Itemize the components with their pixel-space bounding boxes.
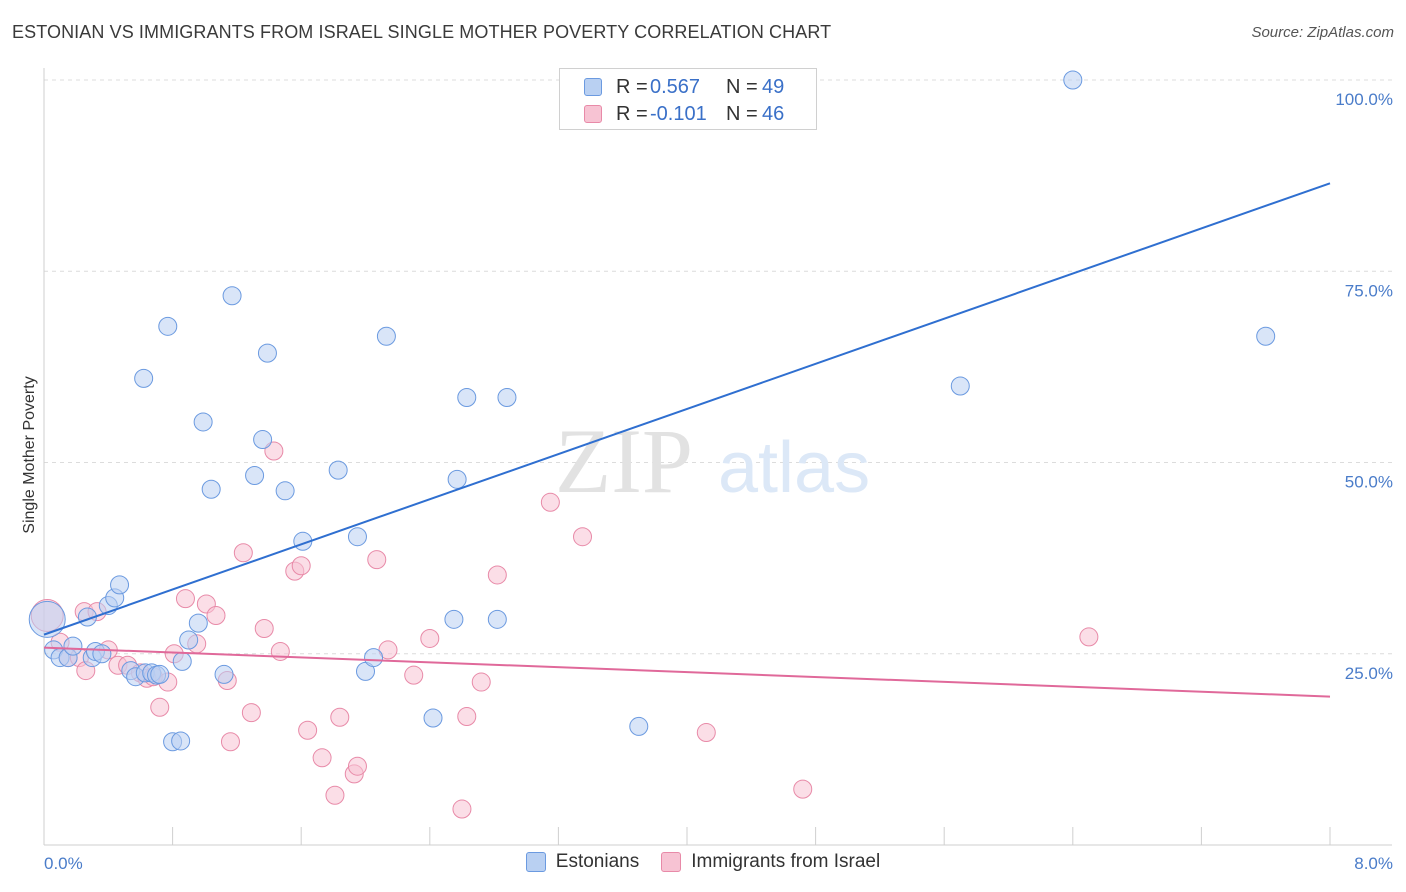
scatter-point bbox=[245, 466, 265, 486]
scatter-point bbox=[487, 609, 507, 629]
scatter-point bbox=[254, 619, 274, 639]
scatter-point bbox=[201, 479, 221, 499]
scatter-point bbox=[253, 430, 273, 450]
scatter-point bbox=[220, 732, 240, 752]
scatter-point bbox=[233, 543, 253, 563]
scatter-point bbox=[63, 636, 83, 656]
scatter-point bbox=[257, 343, 277, 363]
legend-label-estonians: Estonians bbox=[555, 851, 640, 872]
scatter-point bbox=[376, 326, 396, 346]
scatter-point bbox=[1079, 627, 1099, 647]
trend-line-israel bbox=[43, 646, 1331, 698]
scatter-point bbox=[312, 748, 332, 768]
y-tick-label: 25.0% bbox=[1345, 664, 1393, 683]
series-legend: Estonians Immigrants from Israel bbox=[0, 851, 1406, 873]
scatter-point bbox=[540, 492, 560, 512]
legend-r-label: R = bbox=[616, 75, 648, 98]
scatter-point bbox=[696, 723, 716, 743]
legend-r-value: -0.101 bbox=[650, 102, 707, 125]
scatter-point bbox=[298, 720, 318, 740]
scatter-point bbox=[950, 376, 970, 396]
axes bbox=[43, 68, 1392, 846]
scatter-point bbox=[1256, 326, 1276, 346]
scatter-point bbox=[367, 550, 387, 570]
scatter-point bbox=[328, 460, 348, 480]
series-estonians bbox=[28, 70, 1276, 752]
scatter-point bbox=[150, 664, 170, 684]
legend-r-value: 0.567 bbox=[650, 75, 701, 98]
scatter-point bbox=[1063, 70, 1083, 90]
scatter-point bbox=[793, 779, 813, 799]
legend-swatch-blue bbox=[584, 78, 602, 96]
scatter-point bbox=[629, 716, 649, 736]
scatter-point bbox=[150, 697, 170, 717]
scatter-point bbox=[179, 630, 199, 650]
legend-r-label: R = bbox=[616, 102, 648, 125]
scatter-point bbox=[134, 368, 154, 388]
scatter-point bbox=[110, 575, 130, 595]
scatter-point bbox=[444, 609, 464, 629]
scatter-point bbox=[447, 469, 467, 489]
scatter-point bbox=[573, 527, 593, 547]
legend-row-estonians: R = 0.567 N = 49 bbox=[584, 74, 784, 100]
scatter-point bbox=[241, 703, 261, 723]
legend-n-value: 49 bbox=[762, 75, 785, 98]
y-axis-label: Single Mother Poverty bbox=[21, 376, 38, 533]
x-tick-label: 0.0% bbox=[44, 854, 83, 873]
scatter-point bbox=[423, 708, 443, 728]
legend-item-estonians: Estonians bbox=[525, 851, 640, 873]
scatter-point bbox=[172, 651, 192, 671]
x-tick-label: 8.0% bbox=[1354, 854, 1393, 873]
trend-line-estonians bbox=[43, 182, 1331, 636]
legend-n-value: 46 bbox=[762, 102, 785, 125]
legend-row-israel: R = -0.101 N = 46 bbox=[584, 101, 784, 127]
chart-title: ESTONIAN VS IMMIGRANTS FROM ISRAEL SINGL… bbox=[12, 22, 832, 42]
scatter-point bbox=[457, 387, 477, 407]
legend-n-label: N = bbox=[726, 75, 758, 98]
scatter-point bbox=[275, 481, 295, 501]
y-tick-label: 50.0% bbox=[1345, 473, 1393, 492]
scatter-point bbox=[193, 412, 213, 432]
scatter-point bbox=[452, 799, 472, 819]
scatter-point bbox=[497, 387, 517, 407]
scatter-point bbox=[420, 628, 440, 648]
watermark-atlas: atlas bbox=[718, 428, 870, 508]
scatter-point bbox=[487, 565, 507, 585]
watermark: ZIP atlas bbox=[555, 410, 870, 512]
scatter-point bbox=[28, 600, 66, 638]
scatter-point bbox=[291, 556, 311, 576]
legend-n-label: N = bbox=[726, 102, 758, 125]
scatter-point bbox=[175, 589, 195, 609]
tick-labels: 25.0% 50.0% 75.0% 100.0% 0.0% 8.0% bbox=[44, 90, 1393, 873]
scatter-point bbox=[325, 785, 345, 805]
scatter-point bbox=[330, 707, 350, 727]
scatter-point bbox=[171, 731, 191, 751]
scatter-point bbox=[347, 527, 367, 547]
scatter-point bbox=[471, 672, 491, 692]
scatter-point bbox=[404, 665, 424, 685]
scatter-point bbox=[264, 441, 284, 461]
y-tick-label: 100.0% bbox=[1335, 90, 1393, 109]
legend-item-israel: Immigrants from Israel bbox=[661, 851, 880, 873]
trend-lines bbox=[43, 182, 1331, 698]
scatter-point bbox=[206, 606, 226, 625]
scatter-point bbox=[457, 706, 477, 726]
scatter-point bbox=[347, 756, 367, 776]
legend-label-israel: Immigrants from Israel bbox=[691, 851, 881, 872]
scatter-point bbox=[158, 316, 178, 336]
legend-swatch-blue bbox=[525, 852, 546, 872]
grid-lines bbox=[44, 79, 1392, 655]
scatter-point bbox=[214, 664, 234, 684]
y-tick-label: 75.0% bbox=[1345, 281, 1393, 300]
correlation-legend: R = 0.567 N = 49 R = -0.101 N = 46 bbox=[559, 68, 817, 130]
scatter-point bbox=[92, 644, 112, 664]
scatter-point bbox=[364, 648, 384, 668]
scatter-point bbox=[222, 286, 242, 306]
scatter-point bbox=[188, 613, 208, 633]
legend-swatch-pink bbox=[661, 852, 682, 872]
legend-swatch-pink bbox=[584, 105, 602, 123]
watermark-zip: ZIP bbox=[555, 410, 693, 512]
source-label: Source: ZipAtlas.com bbox=[1251, 24, 1394, 41]
